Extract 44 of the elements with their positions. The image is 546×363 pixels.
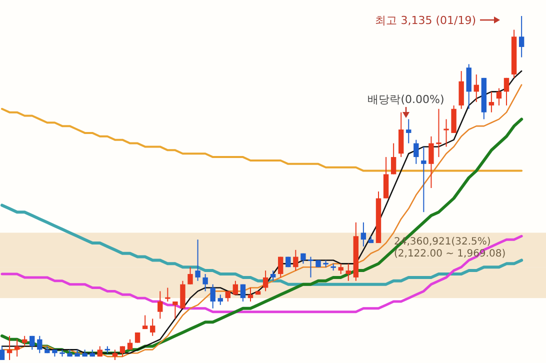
candlestick <box>436 108 442 158</box>
candlestick <box>406 118 412 144</box>
candlestick <box>195 239 200 282</box>
candlestick <box>112 349 118 360</box>
candlestick <box>22 335 28 347</box>
annotation: 최고 3,135 (01/19) <box>375 14 476 27</box>
candlestick <box>218 294 223 306</box>
annotation: 배당락(0.00%) <box>368 93 444 106</box>
candlestick <box>421 146 426 213</box>
candlestick <box>278 256 284 278</box>
candlestick <box>474 74 479 102</box>
candlestick <box>293 249 298 272</box>
candlestick <box>248 287 254 302</box>
candlestick <box>428 136 434 188</box>
candlestick <box>444 118 449 148</box>
candlestick <box>270 270 276 282</box>
candlestick <box>30 335 35 350</box>
candlestick <box>390 142 396 175</box>
candlestick <box>240 284 246 302</box>
candlestick <box>225 290 230 302</box>
candlestick <box>414 139 419 164</box>
candlestick <box>518 16 524 58</box>
candlestick <box>338 263 344 274</box>
candlestick <box>188 266 193 285</box>
candlestick <box>262 270 268 292</box>
candlestick <box>496 88 502 106</box>
candlestick <box>360 222 366 247</box>
candlestick <box>210 284 216 309</box>
candlestick <box>120 346 126 358</box>
candlestick <box>37 335 42 354</box>
candlestick <box>202 274 208 292</box>
candlestick <box>165 287 170 302</box>
candlestick <box>6 335 12 360</box>
candlestick <box>172 301 178 320</box>
candlestick <box>150 318 156 336</box>
candlestick <box>232 280 238 296</box>
candlestick <box>488 91 494 113</box>
candlestick <box>14 338 20 358</box>
candlestick <box>308 256 314 278</box>
candlestick <box>504 77 510 106</box>
candlestick <box>346 263 351 282</box>
candlestick <box>0 346 5 360</box>
candlestick <box>142 314 148 330</box>
candlestick <box>158 290 163 320</box>
